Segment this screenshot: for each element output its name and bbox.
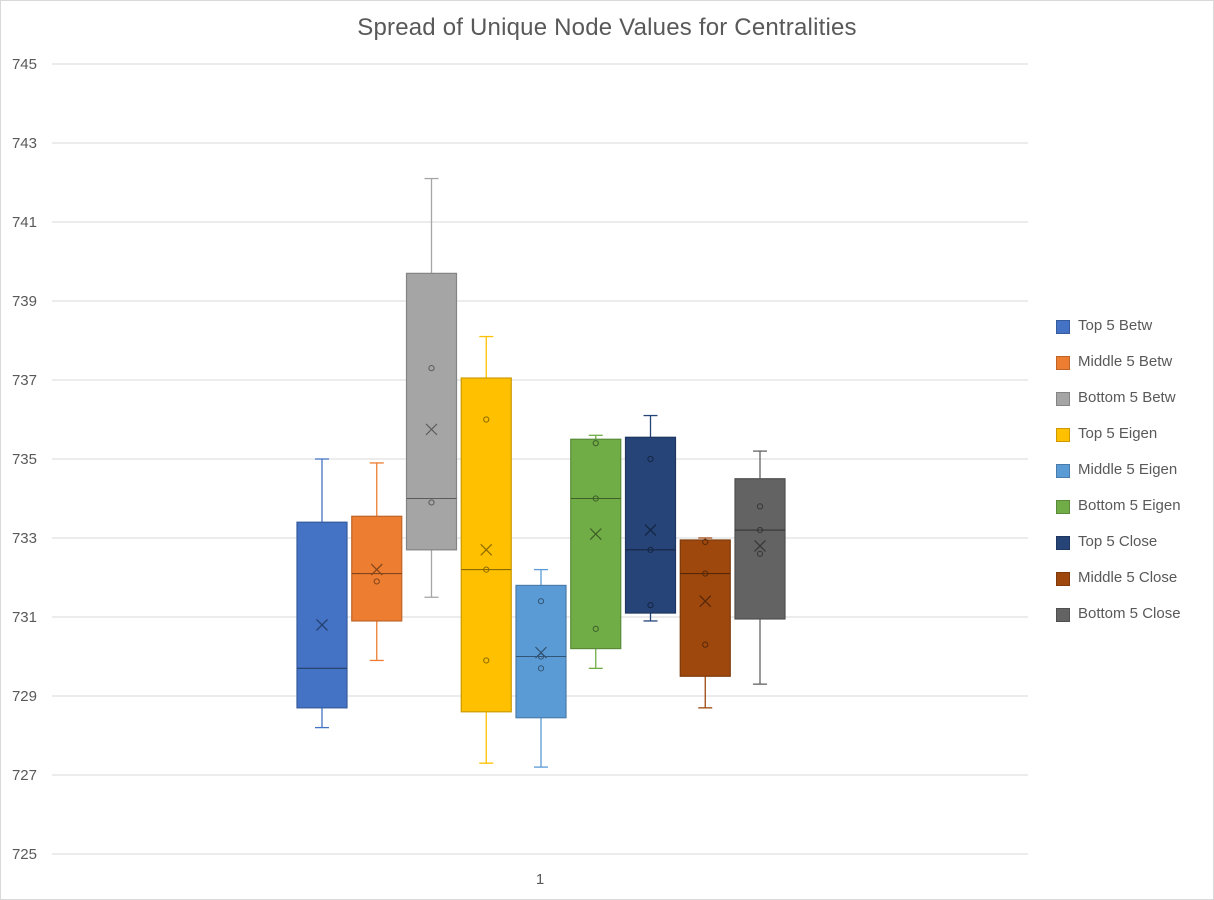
- legend-item: Bottom 5 Eigen: [1056, 496, 1212, 532]
- data-point: [647, 546, 654, 553]
- box: [734, 478, 786, 620]
- data-point: [483, 416, 490, 423]
- legend-swatch: [1056, 356, 1070, 370]
- mean-marker: [370, 563, 383, 576]
- box: [405, 272, 458, 551]
- legend-item: Top 5 Betw: [1056, 316, 1212, 352]
- legend-label: Middle 5 Close: [1078, 569, 1178, 586]
- y-tick-label: 731: [12, 609, 37, 626]
- box: [624, 436, 677, 614]
- y-tick-label: 743: [12, 135, 37, 152]
- legend-item: Top 5 Eigen: [1056, 424, 1212, 460]
- data-point: [483, 566, 490, 573]
- mean-marker: [699, 595, 712, 608]
- data-point: [537, 598, 545, 605]
- data-point: [592, 625, 599, 632]
- box: [351, 515, 403, 622]
- y-tick-label: 745: [12, 56, 37, 73]
- legend-label: Top 5 Close: [1078, 533, 1158, 550]
- box-top-5-eigen: [460, 335, 512, 764]
- x-tick-label: 1: [536, 871, 544, 888]
- legend: Top 5 Betw Middle 5 Betw Bottom 5 Betw Top …: [1056, 316, 1212, 640]
- legend-label: Bottom 5 Eigen: [1078, 497, 1181, 514]
- data-point: [702, 641, 709, 648]
- y-tick-label: 733: [12, 530, 37, 547]
- mean-marker: [589, 528, 602, 540]
- data-point: [483, 657, 490, 664]
- mean-marker: [754, 539, 766, 552]
- box-bottom-5-eigen: [570, 434, 622, 669]
- box-top-5-close: [624, 414, 677, 622]
- data-point: [756, 550, 764, 557]
- box: [679, 539, 731, 677]
- box: [460, 377, 512, 713]
- legend-swatch: [1056, 428, 1070, 442]
- box: [570, 438, 622, 650]
- box-bottom-5-betw: [405, 177, 458, 598]
- y-tick-label: 737: [12, 372, 37, 389]
- data-point: [647, 455, 654, 463]
- data-point: [537, 665, 545, 672]
- mean-marker: [316, 618, 328, 631]
- data-point: [428, 365, 435, 372]
- legend-label: Top 5 Eigen: [1078, 425, 1158, 442]
- legend-item: Middle 5 Close: [1056, 568, 1212, 604]
- legend-swatch: [1056, 464, 1070, 478]
- y-tick-label: 735: [12, 451, 37, 468]
- data-point: [592, 495, 599, 502]
- box-bottom-5-close: [734, 450, 786, 685]
- legend-swatch: [1056, 572, 1070, 586]
- legend-label: Middle 5 Eigen: [1078, 461, 1178, 478]
- data-point: [702, 570, 709, 577]
- box-middle-5-betw: [351, 462, 403, 662]
- y-tick-label: 729: [12, 688, 37, 705]
- legend-label: Bottom 5 Betw: [1078, 389, 1176, 406]
- gridlines: [52, 63, 1028, 855]
- legend-label: Middle 5 Betw: [1078, 353, 1173, 370]
- legend-swatch: [1056, 500, 1070, 514]
- box: [515, 584, 567, 719]
- y-tick-label: 727: [12, 767, 37, 784]
- mean-marker: [480, 543, 493, 556]
- x-axis-tick-labels: 1: [536, 871, 544, 888]
- chart-title: Spread of Unique Node Values for Central…: [357, 14, 857, 41]
- data-point: [647, 602, 654, 609]
- legend-item: Middle 5 Betw: [1056, 352, 1212, 388]
- data-point: [702, 538, 709, 546]
- data-point: [756, 527, 764, 534]
- legend-item: Middle 5 Eigen: [1056, 460, 1212, 496]
- data-point: [373, 578, 380, 585]
- legend-label: Bottom 5 Close: [1078, 605, 1181, 622]
- y-tick-label: 725: [12, 846, 37, 863]
- data-point: [428, 499, 435, 506]
- legend-swatch: [1056, 608, 1070, 622]
- legend-item: Bottom 5 Close: [1056, 604, 1212, 640]
- y-axis-tick-labels: 725 727 729 731 733 735 737 739 741 743 745: [12, 56, 37, 863]
- data-point: [537, 653, 545, 660]
- mean-marker: [644, 524, 657, 537]
- box-middle-5-close: [679, 537, 731, 709]
- box-top-5-betw: [296, 458, 348, 729]
- legend-swatch: [1056, 392, 1070, 406]
- legend-item: Top 5 Close: [1056, 532, 1212, 568]
- y-tick-label: 741: [12, 214, 37, 231]
- mean-marker: [425, 423, 438, 436]
- mean-marker: [535, 646, 547, 659]
- legend-swatch: [1056, 320, 1070, 334]
- y-tick-label: 739: [12, 293, 37, 310]
- legend-label: Top 5 Betw: [1078, 317, 1153, 334]
- box-middle-5-eigen: [515, 568, 567, 768]
- legend-swatch: [1056, 536, 1070, 550]
- box: [296, 521, 348, 709]
- box-series: [296, 177, 786, 768]
- data-point: [756, 503, 764, 510]
- data-point: [592, 440, 599, 447]
- legend-item: Bottom 5 Betw: [1056, 388, 1212, 424]
